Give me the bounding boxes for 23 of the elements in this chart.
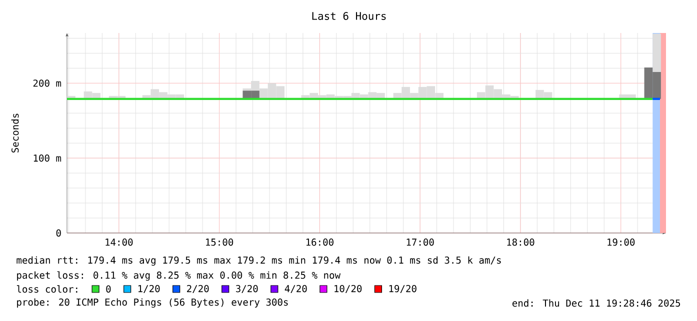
y-tick-label: 200 m — [33, 80, 62, 87]
x-tick-label: 15:00 — [206, 238, 234, 246]
y-tick-label: 0 — [56, 229, 61, 237]
text: probe: 20 ICMP Echo Pings (56 Bytes) every 300s — [17, 298, 288, 308]
legend-label: 1/20 — [138, 285, 160, 293]
legend-label: 19/20 — [389, 285, 416, 293]
x-tick-label: 16:00 — [306, 238, 334, 246]
legend-label: 3/20 — [236, 285, 258, 293]
legend-label: 2/20 — [187, 285, 209, 293]
text: packet loss: 0.11 % avg 8.25 % max 0.00 % min 8.25 % now — [17, 271, 341, 281]
legend-label: 10/20 — [334, 285, 362, 293]
text: end: Thu Dec 11 19:28:46 2025 — [512, 299, 680, 307]
y-axis-title: Seconds — [11, 114, 19, 152]
legend-title: loss color: — [16, 285, 78, 293]
y-tick-label: 100 m — [34, 154, 62, 162]
legend-label: 4/20 — [284, 285, 307, 293]
x-tick-label: 17:00 — [406, 238, 434, 246]
text: median rtt: 179.4 ms avg 179.5 ms max 179.2 ms min 179.4 ms now 0.1 ms sd 3.5 k am/s — [16, 256, 501, 266]
x-tick-label: 19:00 — [608, 238, 635, 246]
legend-label: 0 — [106, 285, 111, 293]
x-tick-label: 18:00 — [507, 238, 534, 246]
x-tick-label: 14:00 — [106, 238, 133, 246]
chart-title: Last 6 Hours — [312, 12, 386, 20]
